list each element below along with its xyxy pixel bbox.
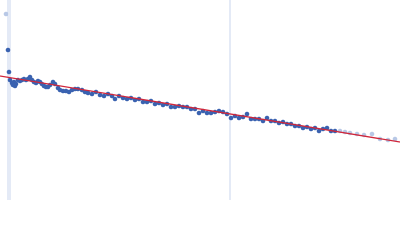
data-point <box>236 115 242 121</box>
data-point <box>264 115 270 121</box>
data-point <box>160 102 166 108</box>
data-point <box>316 128 322 134</box>
data-point <box>112 96 118 102</box>
data-point <box>89 91 95 97</box>
data-point <box>152 101 158 107</box>
data-point <box>85 90 91 96</box>
data-point <box>369 131 375 137</box>
data-point <box>101 93 107 99</box>
data-point <box>6 69 12 75</box>
data-point <box>300 125 306 131</box>
data-point <box>172 104 178 110</box>
data-point <box>208 110 214 116</box>
data-point <box>204 110 210 116</box>
data-point <box>13 81 19 87</box>
fit-line <box>0 75 400 143</box>
chart <box>0 0 400 200</box>
data-point <box>140 99 146 105</box>
data-point <box>196 110 202 116</box>
data-point <box>97 92 103 98</box>
data-point <box>5 47 11 53</box>
data-point <box>3 11 9 17</box>
data-point <box>228 115 234 121</box>
data-point <box>392 136 398 142</box>
data-point <box>168 104 174 110</box>
data-point <box>124 96 130 102</box>
data-point <box>244 111 250 117</box>
